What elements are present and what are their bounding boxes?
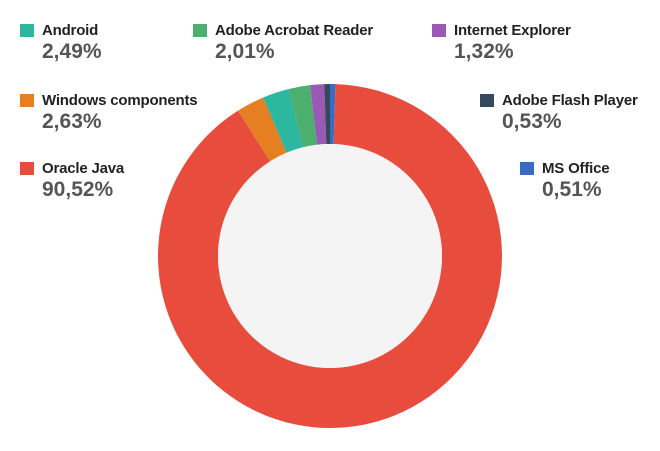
legend-swatch-windows-components	[20, 94, 34, 107]
legend-item-ms-office: MS Office 0,51%	[520, 160, 610, 202]
legend-label-android: Android	[42, 22, 99, 39]
legend-label-adobe-acrobat-reader: Adobe Acrobat Reader	[215, 22, 373, 39]
legend-swatch-adobe-acrobat-reader	[193, 24, 207, 37]
legend-item-internet-explorer: Internet Explorer 1,32%	[432, 22, 571, 64]
slice-android	[263, 89, 304, 153]
legend-value-adobe-flash-player: 0,53%	[502, 110, 562, 133]
legend-swatch-adobe-flash-player	[480, 94, 494, 107]
slice-internet-explorer	[310, 84, 327, 145]
legend-swatch-internet-explorer	[432, 24, 446, 37]
legend-swatch-android	[20, 24, 34, 37]
legend-value-adobe-acrobat-reader: 2,01%	[215, 40, 275, 63]
slice-adobe-flash-player	[324, 84, 330, 145]
legend-swatch-ms-office	[520, 162, 534, 175]
donut-hole	[218, 144, 442, 368]
legend-value-windows-components: 2,63%	[42, 110, 102, 133]
legend-label-internet-explorer: Internet Explorer	[454, 22, 571, 39]
legend-item-adobe-flash-player: Adobe Flash Player 0,53%	[480, 92, 638, 134]
slice-windows-components	[238, 97, 287, 162]
legend-label-adobe-flash-player: Adobe Flash Player	[502, 92, 638, 109]
slice-adobe-acrobat-reader	[288, 85, 318, 148]
legend-item-adobe-acrobat-reader: Adobe Acrobat Reader 2,01%	[193, 22, 373, 64]
legend-label-windows-components: Windows components	[42, 92, 198, 109]
legend-label-ms-office: MS Office	[542, 160, 610, 177]
legend-item-android: Android 2,49%	[20, 22, 102, 64]
legend-item-windows-components: Windows components 2,63%	[20, 92, 198, 134]
legend-value-oracle-java: 90,52%	[42, 178, 114, 201]
legend-label-oracle-java: Oracle Java	[42, 160, 125, 177]
slice-ms-office	[330, 84, 336, 145]
legend-swatch-oracle-java	[20, 162, 34, 175]
legend-value-ms-office: 0,51%	[542, 178, 602, 201]
slice-oracle-java	[157, 84, 503, 428]
legend-item-oracle-java: Oracle Java 90,52%	[20, 160, 124, 202]
legend-value-internet-explorer: 1,32%	[454, 40, 514, 63]
legend-value-android: 2,49%	[42, 40, 102, 63]
